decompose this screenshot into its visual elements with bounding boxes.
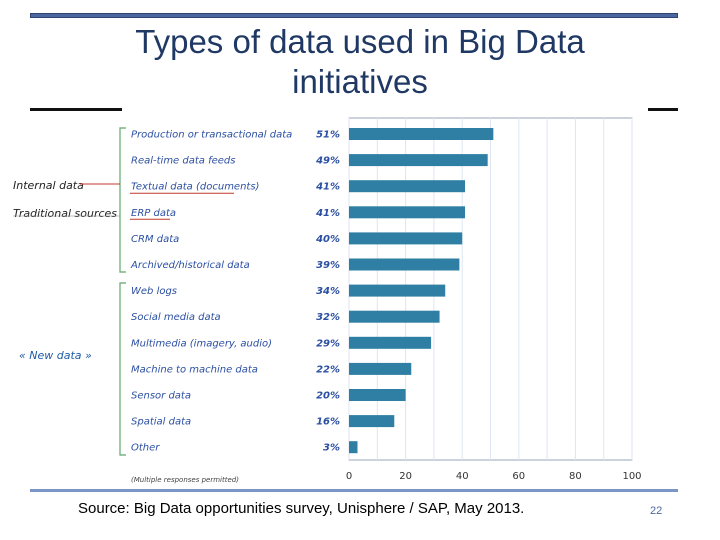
category-label: Sensor data bbox=[131, 391, 191, 402]
category-label: Social media data bbox=[131, 312, 221, 323]
bar bbox=[349, 128, 494, 140]
category-label: Multimedia (imagery, audio) bbox=[131, 338, 272, 349]
value-label: 20% bbox=[316, 391, 340, 402]
bracket-traditional bbox=[119, 127, 126, 273]
group-label-traditional: Traditional sources bbox=[13, 207, 118, 220]
bracket-new bbox=[119, 282, 126, 456]
title-underline-right bbox=[648, 108, 678, 111]
bar bbox=[349, 258, 460, 271]
bar bbox=[349, 284, 446, 297]
value-label: 16% bbox=[316, 417, 340, 428]
group-label-internal: Internal data bbox=[13, 179, 84, 192]
category-label: Other bbox=[131, 443, 160, 454]
value-labels: 51% 49% 41% 41% 40% 39% 34% 32% 29% 22% 20% 16% 3% bbox=[315, 130, 340, 454]
category-labels: Production or transactional data Real-tim… bbox=[130, 130, 292, 454]
category-label: Archived/historical data bbox=[130, 260, 250, 271]
group-brackets bbox=[13, 127, 126, 456]
category-label: Spatial data bbox=[131, 417, 191, 428]
top-rule bbox=[30, 13, 678, 18]
value-label: 51% bbox=[316, 130, 340, 141]
bar bbox=[349, 310, 440, 323]
bars bbox=[349, 128, 494, 454]
x-tick-labels: 0 20 40 60 80 100 bbox=[346, 471, 642, 482]
value-label: 39% bbox=[316, 260, 340, 271]
bar bbox=[349, 415, 395, 428]
bar bbox=[349, 362, 412, 375]
category-label: Machine to machine data bbox=[131, 364, 258, 375]
value-label: 29% bbox=[316, 338, 340, 349]
category-label: Textual data (documents) bbox=[131, 182, 259, 193]
bottom-rule bbox=[30, 489, 678, 492]
bar bbox=[349, 441, 358, 454]
bar bbox=[349, 180, 466, 193]
category-label: Real-time data feeds bbox=[131, 156, 235, 167]
chart-note: (Multiple responses permitted) bbox=[131, 476, 239, 484]
value-label: 41% bbox=[315, 182, 340, 193]
value-label: 34% bbox=[316, 286, 340, 297]
bar bbox=[349, 206, 466, 219]
category-label: CRM data bbox=[131, 234, 179, 245]
value-label: 40% bbox=[315, 234, 340, 245]
category-label: ERP data bbox=[131, 208, 176, 219]
value-label: 3% bbox=[323, 443, 340, 454]
bar bbox=[349, 389, 406, 401]
title-underline-left bbox=[30, 108, 122, 111]
value-label: 41% bbox=[315, 208, 340, 219]
x-tick-label: 80 bbox=[569, 471, 582, 482]
x-tick-label: 20 bbox=[399, 471, 412, 482]
x-tick-label: 40 bbox=[456, 471, 469, 482]
group-label-new: « New data » bbox=[19, 349, 92, 362]
value-label: 32% bbox=[316, 312, 340, 323]
x-tick-label: 0 bbox=[346, 471, 352, 482]
source-citation: Source: Big Data opportunities survey, U… bbox=[78, 500, 525, 517]
value-label: 22% bbox=[316, 364, 340, 375]
bar bbox=[349, 232, 463, 245]
page-number: 22 bbox=[650, 505, 663, 517]
x-tick-label: 60 bbox=[512, 471, 525, 482]
bar bbox=[349, 154, 488, 167]
category-label: Web logs bbox=[131, 286, 177, 297]
value-label: 49% bbox=[315, 156, 340, 167]
category-label: Production or transactional data bbox=[131, 130, 292, 141]
slide-title: Types of data used in Big Data initiativ… bbox=[135, 23, 585, 100]
bar bbox=[349, 336, 432, 349]
x-tick-label: 100 bbox=[622, 471, 641, 482]
